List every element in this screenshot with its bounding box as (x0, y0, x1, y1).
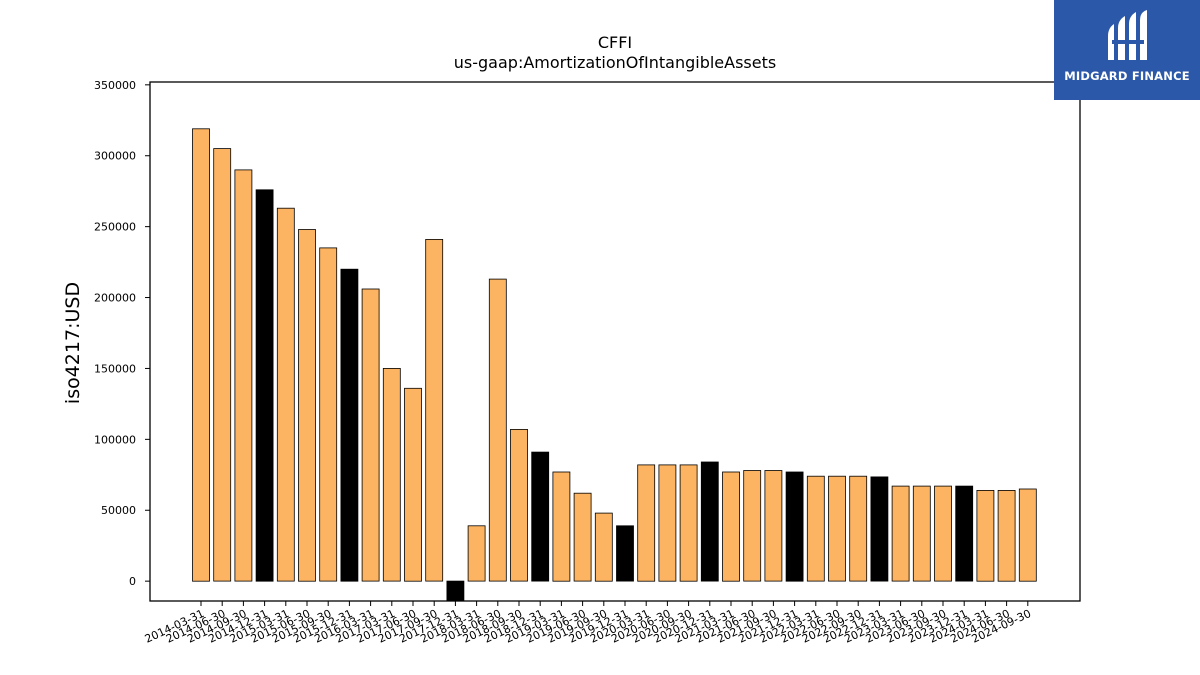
bar-2021-12-31 (785, 471, 804, 582)
bar-2017-09-30 (425, 238, 444, 582)
bar-2018-09-30 (510, 428, 528, 582)
y-tick-label: 150000 (94, 362, 136, 375)
bar-2015-09-30 (319, 247, 338, 582)
bars-group (192, 128, 1037, 602)
bar-2024-03-31 (976, 489, 995, 582)
bar-2015-12-31 (340, 268, 359, 582)
y-tick-label: 50000 (101, 504, 136, 517)
plot-frame (149, 81, 1081, 602)
y-tick-label: 350000 (94, 79, 136, 92)
bar-2024-09-30 (1018, 488, 1037, 582)
bar-2021-06-30 (743, 470, 762, 582)
bar-2017-03-31 (382, 367, 401, 582)
logo-text: MIDGARD FINANCE (1064, 69, 1190, 83)
bar-2019-03-31 (552, 471, 571, 582)
bar-2018-06-30 (488, 278, 507, 582)
x-ticks: 2014-03-312014-06-302014-09-302014-12-31… (143, 601, 1033, 646)
bar-2019-12-31 (616, 525, 634, 582)
bar-2023-03-31 (891, 485, 910, 582)
bar-2022-09-30 (849, 475, 868, 582)
bar-2019-06-30 (573, 492, 592, 582)
bar-2020-09-30 (679, 464, 698, 582)
bar-2014-03-31 (192, 128, 210, 582)
bar-2024-06-30 (997, 489, 1016, 582)
bar-2021-09-30 (764, 470, 783, 582)
bar-2022-03-31 (806, 475, 825, 582)
bar-2014-12-31 (255, 189, 274, 582)
bar-2023-06-30 (912, 485, 931, 582)
midgard-finance-logo: MIDGARD FINANCE (1054, 0, 1200, 100)
bar-2020-03-31 (637, 464, 656, 582)
midgard-logo-icon (1108, 10, 1147, 60)
bar-2021-03-31 (722, 471, 740, 582)
bar-2019-09-30 (594, 512, 613, 582)
bar-2020-12-31 (700, 461, 719, 582)
bar-2014-09-30 (234, 169, 253, 582)
bar-2015-06-30 (298, 229, 316, 582)
bar-2022-12-31 (870, 476, 889, 582)
y-tick-label: 250000 (94, 221, 136, 234)
chart-title: CFFI (598, 33, 632, 52)
y-tick-label: 0 (129, 575, 136, 588)
bar-2014-06-30 (213, 148, 232, 582)
bar-2023-12-31 (955, 485, 974, 582)
y-tick-label: 300000 (94, 150, 136, 163)
bar-2023-09-30 (934, 485, 952, 582)
bar-2017-12-31 (446, 580, 465, 602)
bar-2017-06-30 (404, 387, 422, 582)
bar-2022-06-30 (828, 475, 846, 582)
y-axis-label: iso4217:USD (62, 282, 84, 404)
bar-2015-03-31 (276, 207, 295, 582)
y-tick-label: 100000 (94, 433, 136, 446)
chart-subtitle: us-gaap:AmortizationOfIntangibleAssets (454, 53, 776, 72)
bar-2018-12-31 (531, 451, 550, 582)
bar-2018-03-31 (467, 525, 486, 582)
y-ticks: 0 50000 100000 150000 200000 250000 300000 3500… (94, 79, 150, 588)
bar-2020-06-30 (658, 464, 677, 582)
bar-2016-03-31 (361, 288, 380, 582)
y-tick-label: 200000 (94, 292, 136, 305)
